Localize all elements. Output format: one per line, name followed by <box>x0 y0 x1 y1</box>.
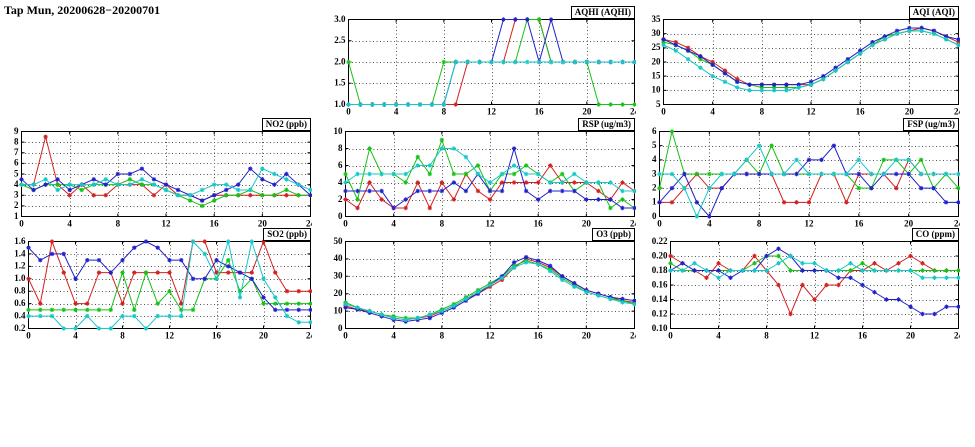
no2-chart: NO2 (ppb) <box>10 118 312 230</box>
co-plot-canvas <box>648 228 960 342</box>
rsp-chart-title: RSP (ug/m3) <box>578 118 635 131</box>
aqi-chart: AQI (AQI) <box>648 6 960 118</box>
co-chart-title: CO (ppm) <box>911 228 959 241</box>
co-chart: CO (ppm) <box>648 228 960 342</box>
aqi-plot-canvas <box>648 6 960 118</box>
no2-plot-canvas <box>10 118 312 230</box>
aqi-chart-title: AQI (AQI) <box>908 6 959 19</box>
page-title: Tap Mun, 20200628−20200701 <box>4 3 161 17</box>
rsp-plot-canvas <box>330 118 636 230</box>
so2-chart-title: SO2 (ppb) <box>263 228 311 241</box>
so2-plot-canvas <box>10 228 312 342</box>
o3-chart-title: O3 (ppb) <box>592 228 635 241</box>
aqhi-plot-canvas <box>330 6 636 118</box>
aqhi-chart: AQHI (AQHI) <box>330 6 636 118</box>
so2-chart: SO2 (ppb) <box>10 228 312 342</box>
o3-plot-canvas <box>330 228 636 342</box>
fsp-plot-canvas <box>648 118 960 230</box>
fsp-chart: FSP (ug/m3) <box>648 118 960 230</box>
o3-chart: O3 (ppb) <box>330 228 636 342</box>
no2-chart-title: NO2 (ppb) <box>261 118 311 131</box>
rsp-chart: RSP (ug/m3) <box>330 118 636 230</box>
aqhi-chart-title: AQHI (AQHI) <box>570 6 635 19</box>
fsp-chart-title: FSP (ug/m3) <box>903 118 959 131</box>
